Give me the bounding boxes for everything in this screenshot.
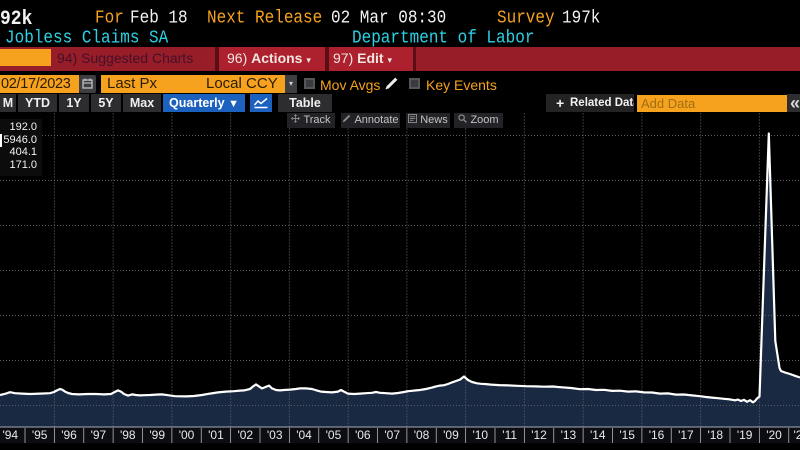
svg-text:'05: '05	[326, 428, 342, 442]
svg-text:'16: '16	[649, 428, 665, 442]
svg-text:'07: '07	[384, 428, 400, 442]
svg-text:'12: '12	[531, 428, 547, 442]
svg-text:'00: '00	[179, 428, 195, 442]
svg-text:'11: '11	[502, 428, 517, 442]
svg-text:'01: '01	[208, 428, 224, 442]
svg-text:'04: '04	[296, 428, 312, 442]
svg-text:'99: '99	[149, 428, 165, 442]
svg-text:'20: '20	[766, 428, 782, 442]
svg-text:'09: '09	[443, 428, 459, 442]
svg-text:'97: '97	[91, 428, 107, 442]
svg-text:'2: '2	[794, 428, 800, 442]
svg-text:'17: '17	[678, 428, 694, 442]
svg-text:'03: '03	[267, 428, 283, 442]
svg-text:'96: '96	[61, 428, 77, 442]
svg-text:'02: '02	[237, 428, 253, 442]
svg-text:'10: '10	[472, 428, 488, 442]
svg-text:'98: '98	[120, 428, 136, 442]
svg-text:'94: '94	[2, 428, 18, 442]
svg-text:'19: '19	[737, 428, 753, 442]
svg-text:'06: '06	[355, 428, 371, 442]
svg-text:'15: '15	[619, 428, 635, 442]
svg-text:'95: '95	[32, 428, 48, 442]
svg-text:'08: '08	[414, 428, 430, 442]
svg-text:'13: '13	[561, 428, 577, 442]
svg-text:'14: '14	[590, 428, 606, 442]
svg-text:'18: '18	[707, 428, 723, 442]
